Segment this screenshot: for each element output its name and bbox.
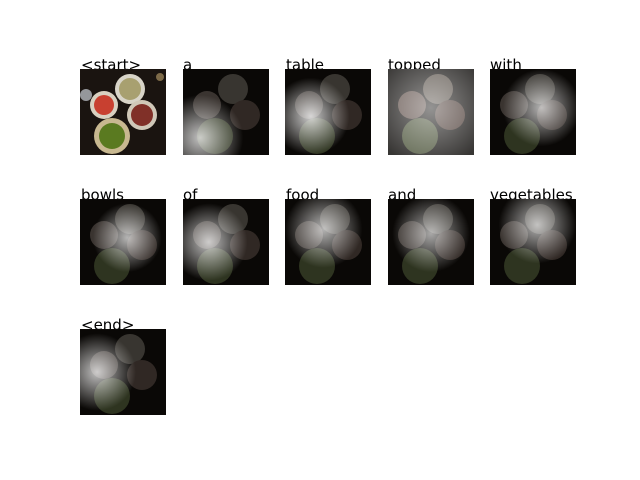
image-panel-end <box>80 329 166 415</box>
image-panel-food <box>285 199 371 285</box>
caption-a: a <box>183 56 193 74</box>
food-photo-original <box>80 69 166 155</box>
attention-map-of <box>183 199 269 285</box>
image-panel-topped <box>388 69 474 155</box>
attention-map-and <box>388 199 474 285</box>
attention-map-bowls <box>80 199 166 285</box>
image-panel-vegetables <box>490 199 576 285</box>
image-panel-and <box>388 199 474 285</box>
attention-map-end <box>80 329 166 415</box>
attention-map-table <box>285 69 371 155</box>
image-panel-with <box>490 69 576 155</box>
attention-map-food <box>285 199 371 285</box>
image-panel-table <box>285 69 371 155</box>
attention-map-vegetables <box>490 199 576 285</box>
image-panel-a <box>183 69 269 155</box>
attention-map-a <box>183 69 269 155</box>
attention-map-topped <box>388 69 474 155</box>
attention-map-with <box>490 69 576 155</box>
image-panel-of <box>183 199 269 285</box>
image-panel-bowls <box>80 199 166 285</box>
image-panel-start <box>80 69 166 155</box>
